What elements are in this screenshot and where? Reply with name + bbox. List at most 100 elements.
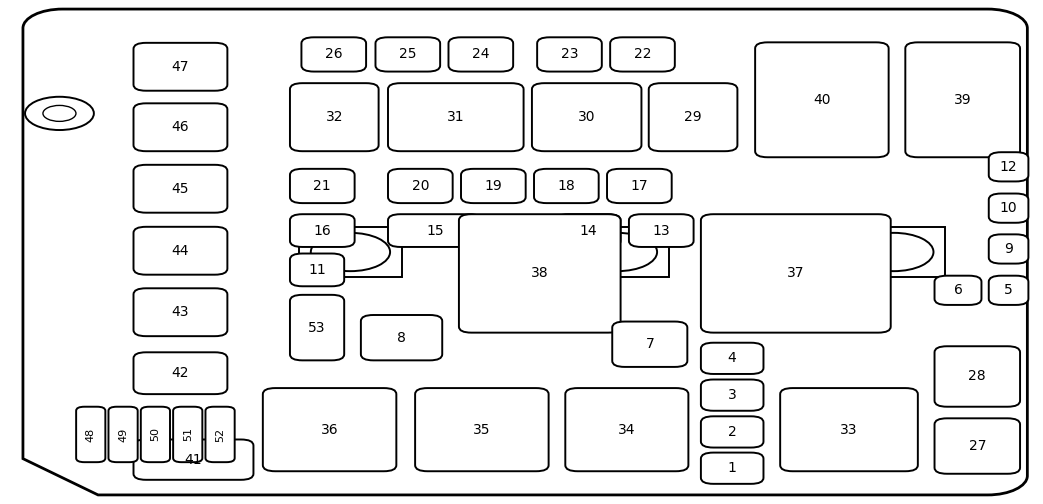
FancyBboxPatch shape	[205, 407, 235, 462]
Text: 7: 7	[646, 337, 654, 351]
FancyBboxPatch shape	[108, 407, 138, 462]
Text: 47: 47	[172, 60, 189, 74]
Text: 45: 45	[172, 182, 189, 196]
Text: 30: 30	[578, 110, 596, 124]
FancyBboxPatch shape	[989, 152, 1028, 181]
Text: 37: 37	[787, 267, 804, 280]
FancyBboxPatch shape	[989, 276, 1028, 305]
Text: 35: 35	[474, 423, 490, 436]
FancyBboxPatch shape	[565, 388, 688, 471]
Text: 39: 39	[954, 93, 971, 107]
Text: 51: 51	[183, 427, 193, 442]
FancyBboxPatch shape	[610, 37, 675, 72]
FancyBboxPatch shape	[649, 83, 737, 151]
FancyBboxPatch shape	[134, 288, 227, 336]
Text: 16: 16	[313, 224, 332, 237]
FancyBboxPatch shape	[448, 37, 513, 72]
FancyBboxPatch shape	[534, 169, 599, 203]
Text: 11: 11	[308, 263, 326, 277]
FancyBboxPatch shape	[459, 214, 621, 333]
Text: 29: 29	[684, 110, 702, 124]
FancyBboxPatch shape	[173, 407, 202, 462]
FancyBboxPatch shape	[461, 169, 526, 203]
FancyBboxPatch shape	[388, 169, 453, 203]
Bar	[299, 227, 402, 277]
Text: 28: 28	[969, 369, 986, 384]
FancyBboxPatch shape	[989, 194, 1028, 223]
FancyBboxPatch shape	[935, 418, 1020, 474]
Text: 36: 36	[321, 423, 338, 436]
Text: 33: 33	[841, 423, 857, 436]
FancyBboxPatch shape	[263, 388, 396, 471]
FancyBboxPatch shape	[290, 83, 379, 151]
Text: 2: 2	[728, 425, 736, 439]
FancyBboxPatch shape	[532, 83, 641, 151]
Text: 17: 17	[631, 179, 648, 193]
PathPatch shape	[23, 9, 1027, 495]
Text: 4: 4	[728, 351, 736, 365]
Text: 26: 26	[325, 47, 342, 61]
Text: 13: 13	[653, 224, 670, 237]
Text: 46: 46	[172, 120, 189, 134]
Text: 22: 22	[634, 47, 651, 61]
FancyBboxPatch shape	[361, 315, 442, 360]
Text: 3: 3	[728, 388, 736, 402]
Text: 24: 24	[472, 47, 489, 61]
Text: 5: 5	[1004, 283, 1013, 297]
FancyBboxPatch shape	[301, 37, 366, 72]
FancyBboxPatch shape	[905, 42, 1020, 157]
FancyBboxPatch shape	[134, 227, 227, 275]
FancyBboxPatch shape	[701, 453, 763, 484]
Text: 21: 21	[314, 179, 331, 193]
Text: 41: 41	[185, 453, 202, 467]
FancyBboxPatch shape	[612, 322, 687, 367]
Text: 10: 10	[1000, 201, 1017, 215]
Text: 18: 18	[557, 179, 576, 193]
Text: 40: 40	[814, 93, 830, 107]
FancyBboxPatch shape	[935, 346, 1020, 407]
Bar	[566, 227, 669, 277]
Text: 44: 44	[172, 244, 189, 258]
Bar	[843, 227, 945, 277]
FancyBboxPatch shape	[134, 439, 253, 480]
FancyBboxPatch shape	[415, 388, 549, 471]
Text: 50: 50	[150, 427, 161, 442]
Text: 25: 25	[399, 47, 416, 61]
Text: 15: 15	[427, 224, 443, 237]
Text: 52: 52	[215, 427, 225, 442]
FancyBboxPatch shape	[290, 295, 344, 360]
Text: 53: 53	[309, 321, 325, 335]
FancyBboxPatch shape	[290, 214, 355, 247]
Text: 27: 27	[969, 439, 986, 453]
Text: 38: 38	[531, 267, 549, 280]
FancyBboxPatch shape	[607, 169, 672, 203]
Text: 31: 31	[447, 110, 464, 124]
Text: 14: 14	[580, 224, 597, 237]
FancyBboxPatch shape	[537, 37, 602, 72]
Text: 43: 43	[172, 305, 189, 319]
FancyBboxPatch shape	[290, 169, 355, 203]
FancyBboxPatch shape	[556, 214, 621, 247]
FancyBboxPatch shape	[701, 343, 763, 374]
Text: 8: 8	[397, 331, 406, 345]
Text: 23: 23	[561, 47, 578, 61]
Text: 6: 6	[953, 283, 963, 297]
FancyBboxPatch shape	[989, 234, 1028, 264]
FancyBboxPatch shape	[134, 165, 227, 213]
Text: 1: 1	[728, 461, 736, 475]
Text: 32: 32	[325, 110, 343, 124]
FancyBboxPatch shape	[134, 43, 227, 91]
Text: 48: 48	[86, 427, 96, 442]
FancyBboxPatch shape	[134, 352, 227, 394]
Text: 42: 42	[172, 366, 189, 380]
Text: 49: 49	[118, 427, 128, 442]
Text: 19: 19	[484, 179, 503, 193]
FancyBboxPatch shape	[701, 416, 763, 448]
Text: 34: 34	[618, 423, 635, 436]
FancyBboxPatch shape	[701, 214, 891, 333]
FancyBboxPatch shape	[375, 37, 440, 72]
FancyBboxPatch shape	[629, 214, 694, 247]
Text: 12: 12	[1000, 160, 1017, 174]
FancyBboxPatch shape	[388, 83, 524, 151]
Text: 9: 9	[1004, 242, 1013, 256]
